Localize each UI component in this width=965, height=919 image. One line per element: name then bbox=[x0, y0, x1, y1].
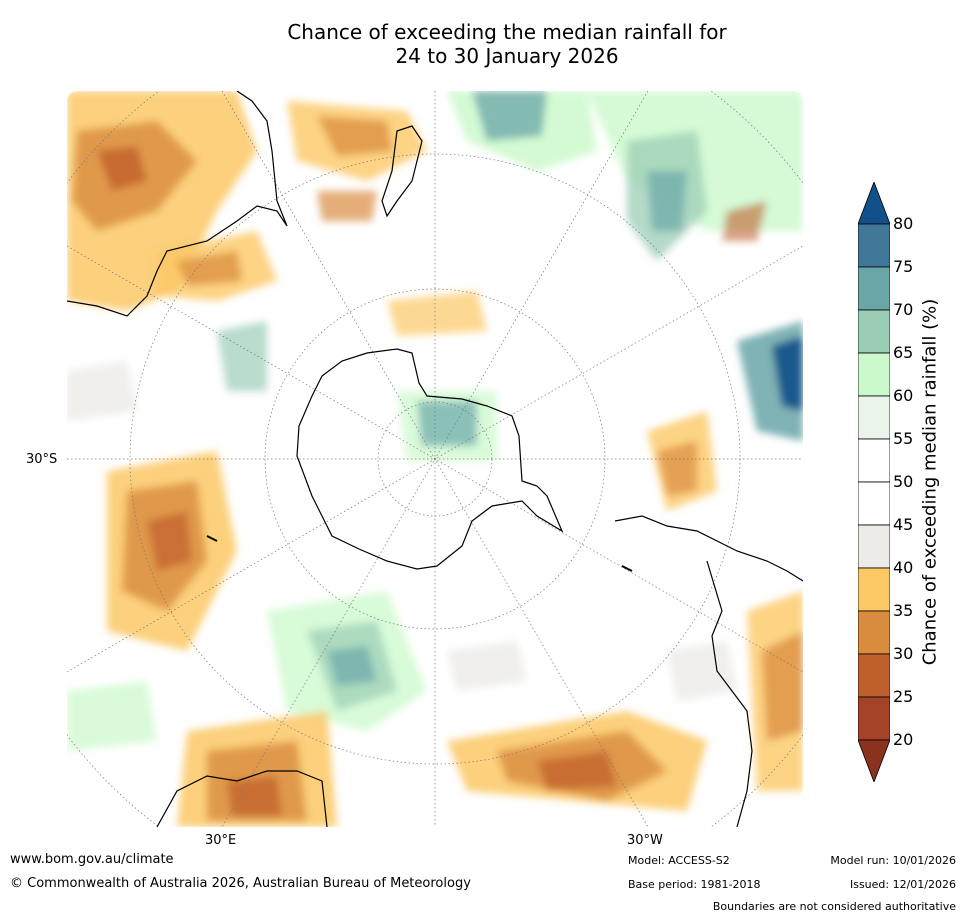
lon-label-30e: 30°E bbox=[205, 833, 237, 848]
colorbar-bottom-arrow bbox=[857, 739, 891, 784]
colorbar-tick-label: 60 bbox=[893, 386, 914, 405]
lon-label-30w: 30°W bbox=[627, 833, 663, 848]
colorbar-tick-label: 35 bbox=[893, 601, 914, 620]
colorbar-tick-label: 80 bbox=[893, 214, 914, 233]
new-zealand-coast bbox=[381, 125, 423, 218]
issued-text: Issued: 12/01/2026 bbox=[849, 878, 956, 891]
colorbar-tick-label: 55 bbox=[893, 429, 914, 448]
colorbar-band bbox=[857, 266, 891, 311]
model-run-text: Model run: 10/01/2026 bbox=[830, 854, 956, 867]
colorbar bbox=[857, 180, 891, 784]
colorbar-band bbox=[857, 567, 891, 612]
map-svg bbox=[67, 91, 803, 827]
colorbar-tick-label: 45 bbox=[893, 515, 914, 534]
graticule bbox=[67, 91, 803, 827]
colorbar-tick-label: 30 bbox=[893, 644, 914, 663]
lat-label-30s: 30°S bbox=[26, 452, 58, 467]
colorbar-tick-label: 25 bbox=[893, 687, 914, 706]
title-line-1: Chance of exceeding the median rainfall … bbox=[287, 20, 727, 44]
coastlines bbox=[67, 91, 803, 827]
colorbar-tick-label: 40 bbox=[893, 558, 914, 577]
colorbar-tick-label: 50 bbox=[893, 472, 914, 491]
rainfall-map bbox=[67, 91, 803, 827]
title-line-2: 24 to 30 January 2026 bbox=[395, 44, 619, 68]
colorbar-tick-label: 65 bbox=[893, 343, 914, 362]
antarctica-coast bbox=[296, 348, 564, 570]
colorbar-tick-label: 75 bbox=[893, 257, 914, 276]
colorbar-band bbox=[857, 524, 891, 569]
colorbar-band bbox=[857, 438, 891, 483]
island-coast bbox=[206, 535, 218, 542]
colorbar-band bbox=[857, 352, 891, 397]
colorbar-band bbox=[857, 696, 891, 741]
australia-coast bbox=[67, 91, 288, 317]
colorbar-band bbox=[857, 653, 891, 698]
website-text: www.bom.gov.au/climate bbox=[10, 852, 174, 867]
map-title: Chance of exceeding the median rainfall … bbox=[0, 20, 965, 68]
colorbar-band bbox=[857, 610, 891, 655]
falklands-coast bbox=[621, 565, 633, 572]
colorbar-title: Chance of exceeding median rainfall (%) bbox=[919, 298, 941, 666]
colorbar-band bbox=[857, 223, 891, 268]
colorbar-band bbox=[857, 395, 891, 440]
rainfall-patches bbox=[67, 91, 803, 827]
africa-coast bbox=[156, 770, 328, 827]
disclaimer-text: Boundaries are not considered authoritat… bbox=[712, 900, 956, 913]
colorbar-tick-label: 20 bbox=[893, 730, 914, 749]
base-period-text: Base period: 1981-2018 bbox=[628, 878, 761, 891]
south-america-coast bbox=[614, 515, 803, 827]
colorbar-tick-label: 70 bbox=[893, 300, 914, 319]
colorbar-band bbox=[857, 481, 891, 526]
copyright-text: © Commonwealth of Australia 2026, Austra… bbox=[10, 876, 471, 891]
model-text: Model: ACCESS-S2 bbox=[628, 854, 730, 867]
colorbar-svg bbox=[857, 180, 891, 784]
colorbar-top-arrow bbox=[857, 180, 891, 225]
colorbar-band bbox=[857, 309, 891, 354]
